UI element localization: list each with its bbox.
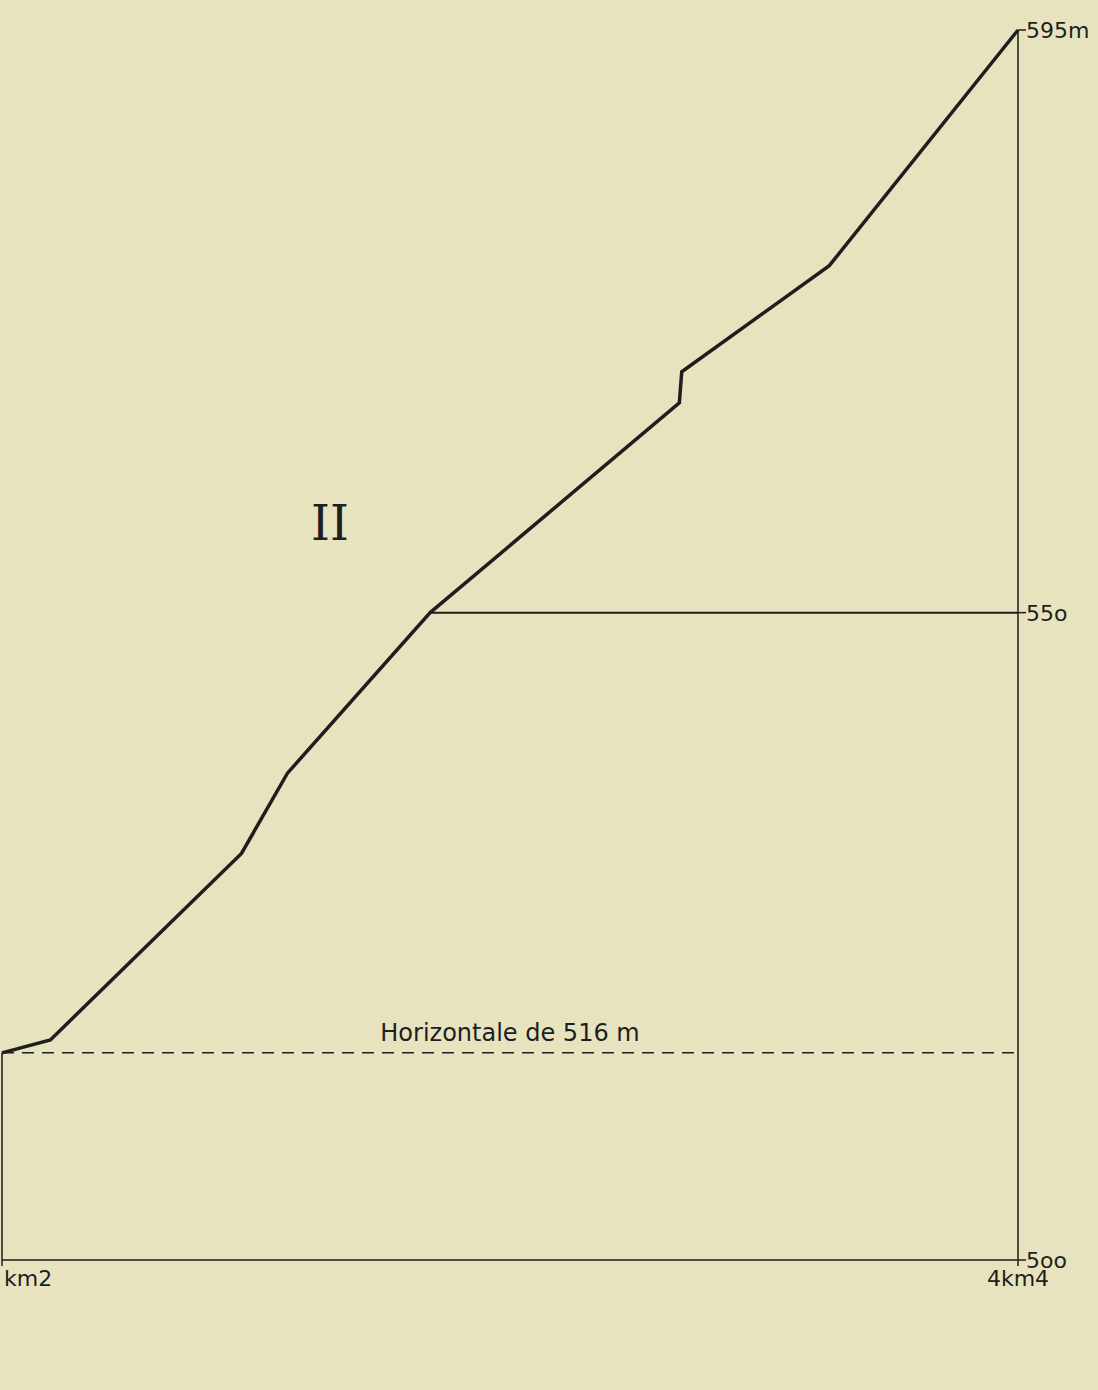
x-tick-label: 4km4 bbox=[987, 1266, 1049, 1291]
page: {"chart_data": {"type": "line", "label":… bbox=[0, 0, 1098, 1390]
y-tick-label: 55o bbox=[1026, 601, 1067, 626]
plot-area bbox=[2, 30, 1018, 1053]
x-tick-label: km2 bbox=[4, 1266, 52, 1291]
x-tick bbox=[1, 1260, 3, 1266]
left-edge bbox=[1, 1053, 3, 1260]
y-axis bbox=[1017, 30, 1019, 1260]
profile-line bbox=[2, 30, 1018, 1053]
x-axis bbox=[2, 1259, 1018, 1261]
y-tick bbox=[1018, 29, 1026, 31]
level-line bbox=[430, 612, 1018, 614]
chart: 5oo55o595mkm24km4Horizontale de 516 mII bbox=[0, 0, 1098, 1390]
reference-line bbox=[2, 1052, 1018, 1054]
profile-label: II bbox=[311, 495, 349, 551]
y-tick-label: 595m bbox=[1026, 18, 1089, 43]
reference-label: Horizontale de 516 m bbox=[380, 1019, 639, 1047]
y-tick bbox=[1018, 612, 1026, 614]
y-tick bbox=[1018, 1259, 1026, 1261]
